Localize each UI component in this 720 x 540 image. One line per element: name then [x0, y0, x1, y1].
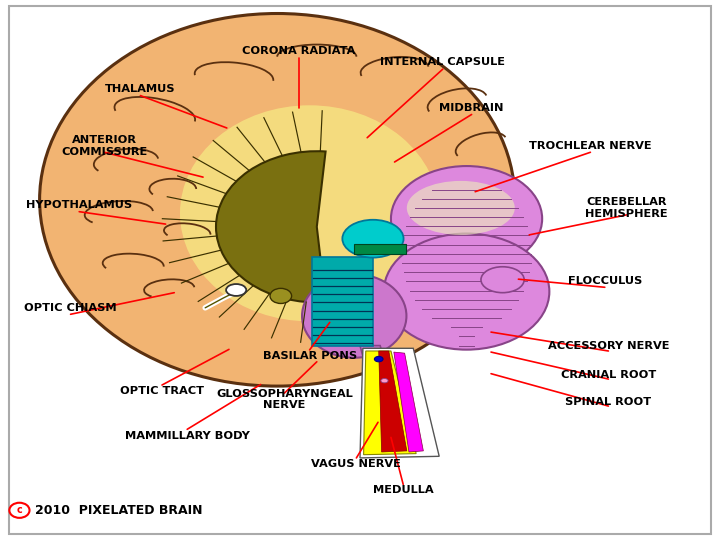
- Polygon shape: [364, 351, 416, 455]
- Text: MEDULLA: MEDULLA: [373, 485, 433, 495]
- Text: INTERNAL CAPSULE: INTERNAL CAPSULE: [380, 57, 505, 67]
- Polygon shape: [360, 348, 439, 458]
- Ellipse shape: [407, 181, 515, 235]
- Text: FLOCCULUS: FLOCCULUS: [567, 276, 642, 286]
- Ellipse shape: [343, 220, 404, 258]
- Wedge shape: [216, 151, 325, 302]
- Ellipse shape: [302, 274, 406, 357]
- Ellipse shape: [481, 267, 524, 293]
- Text: VAGUS NERVE: VAGUS NERVE: [312, 460, 401, 469]
- Bar: [312, 256, 373, 346]
- Polygon shape: [360, 346, 409, 454]
- Bar: [354, 244, 406, 254]
- Text: HYPOTHALAMUS: HYPOTHALAMUS: [26, 200, 132, 210]
- Text: GLOSSOPHARYNGEAL
NERVE: GLOSSOPHARYNGEAL NERVE: [216, 389, 353, 410]
- Text: OPTIC CHIASM: OPTIC CHIASM: [24, 303, 117, 313]
- Text: c: c: [17, 505, 22, 515]
- Text: 2010  PIXELATED BRAIN: 2010 PIXELATED BRAIN: [35, 504, 202, 517]
- Text: MAMMILLARY BODY: MAMMILLARY BODY: [125, 431, 250, 441]
- Ellipse shape: [384, 233, 549, 350]
- Ellipse shape: [40, 14, 515, 386]
- Ellipse shape: [391, 166, 542, 271]
- Text: CEREBELLAR
HEMISPHERE: CEREBELLAR HEMISPHERE: [585, 197, 667, 219]
- Text: OPTIC TRACT: OPTIC TRACT: [120, 387, 204, 396]
- Ellipse shape: [180, 105, 439, 321]
- Text: TROCHLEAR NERVE: TROCHLEAR NERVE: [529, 141, 652, 151]
- Text: MIDBRAIN: MIDBRAIN: [439, 103, 504, 113]
- Text: CORONA RADIATA: CORONA RADIATA: [242, 46, 356, 56]
- Text: ANTERIOR
COMMISSURE: ANTERIOR COMMISSURE: [61, 135, 148, 157]
- Text: ACCESSORY NERVE: ACCESSORY NERVE: [548, 341, 669, 350]
- Text: BASILAR PONS: BASILAR PONS: [263, 352, 356, 361]
- Text: CRANIAL ROOT: CRANIAL ROOT: [561, 370, 656, 380]
- Polygon shape: [394, 352, 423, 452]
- Text: SPINAL ROOT: SPINAL ROOT: [565, 397, 652, 407]
- Ellipse shape: [226, 284, 246, 296]
- Polygon shape: [379, 351, 407, 452]
- Ellipse shape: [374, 356, 383, 362]
- Ellipse shape: [270, 288, 292, 303]
- Text: THALAMUS: THALAMUS: [105, 84, 176, 94]
- Ellipse shape: [381, 379, 388, 383]
